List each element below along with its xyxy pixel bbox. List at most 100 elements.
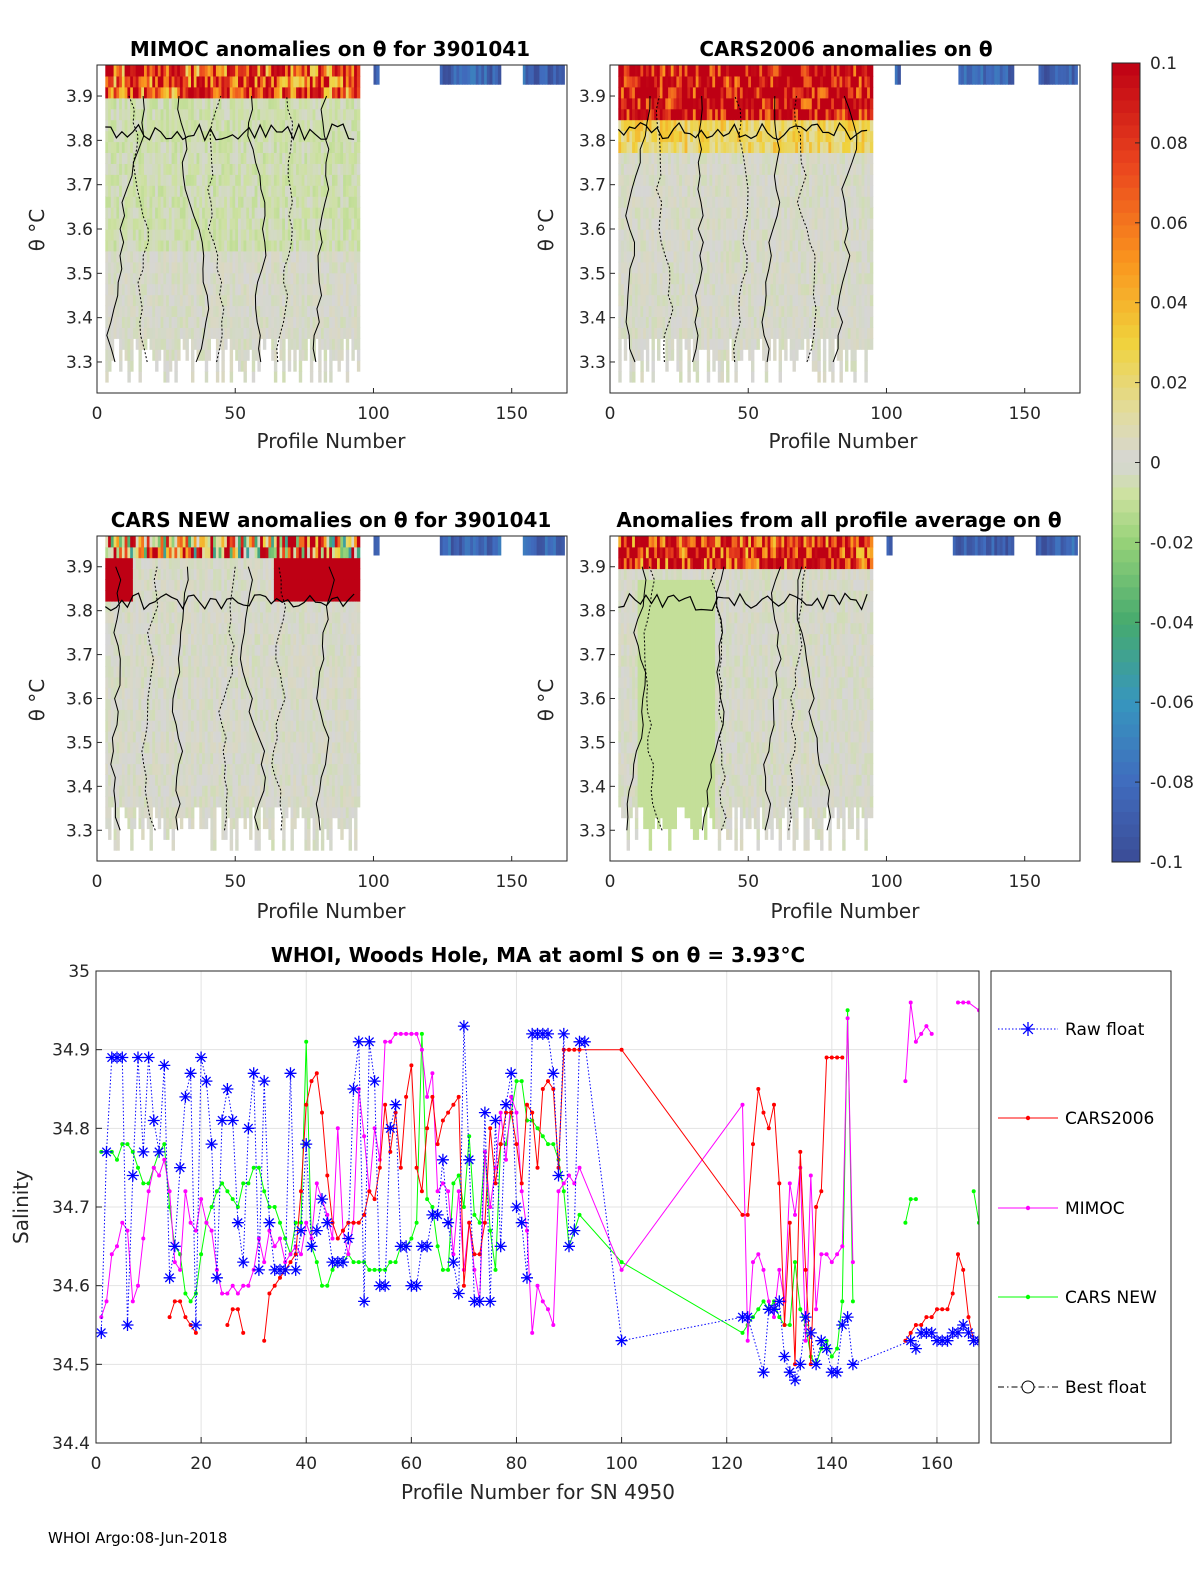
heatmap-cell [199, 185, 203, 197]
heatmap-cell [723, 239, 727, 252]
heatmap-cell [831, 218, 835, 230]
heatmap-cell [279, 294, 283, 307]
heatmap-cell [717, 97, 722, 110]
heatmap-cell [174, 207, 178, 219]
heatmap-cell [273, 86, 278, 99]
heatmap-cell [753, 65, 758, 77]
heatmap-cell [839, 152, 843, 164]
heatmap-cell [795, 185, 799, 197]
heatmap-cell [798, 207, 802, 219]
heatmap-cell [640, 229, 644, 241]
heatmap-cell [108, 294, 112, 307]
heatmap-cell [168, 360, 173, 372]
heatmap-cell [229, 272, 234, 285]
heatmap-cell [712, 196, 716, 208]
heatmap-cell [759, 229, 763, 241]
heatmap-cell [262, 185, 267, 197]
heatmap-cell [221, 196, 225, 208]
heatmap-cell [651, 272, 655, 285]
heatmap-cell [265, 196, 269, 208]
heatmap-cell [188, 207, 192, 219]
heatmap-cell [850, 349, 854, 361]
heatmap-cell [726, 196, 730, 208]
heatmap-cell [119, 316, 123, 328]
heatmap-cell [168, 108, 173, 121]
heatmap-cell [698, 163, 702, 175]
heatmap-cell [550, 65, 554, 85]
heatmap-cell [276, 294, 281, 307]
heatmap-cell [681, 261, 686, 274]
heatmap-cell [764, 75, 769, 88]
heatmap-cell [271, 108, 275, 121]
heatmap-cell [246, 185, 250, 197]
heatmap-cell [751, 196, 755, 208]
heatmap-cell [737, 65, 741, 77]
heatmap-cell [618, 360, 622, 372]
heatmap-cell [110, 152, 115, 164]
heatmap-cell [811, 152, 816, 164]
heatmap-cell [773, 349, 777, 361]
heatmap-cell [770, 163, 774, 175]
heatmap-cell [637, 174, 641, 186]
heatmap-cell [645, 229, 650, 241]
heatmap-cell [146, 130, 151, 143]
heatmap-cell [817, 185, 821, 197]
heatmap-cell [748, 294, 752, 307]
heatmap-cell [770, 65, 774, 77]
heatmap-cell [839, 108, 843, 121]
heatmap-cell [784, 152, 788, 164]
heatmap-cell [695, 108, 700, 121]
heatmap-cell [847, 239, 852, 252]
heatmap-cell [279, 218, 283, 230]
heatmap-cell [141, 75, 145, 88]
heatmap-cell [659, 261, 664, 274]
heatmap-cell [279, 239, 283, 252]
heatmap-cell [326, 218, 330, 230]
heatmap-cell [648, 316, 653, 328]
heatmap-cell [243, 294, 247, 307]
heatmap-cell [839, 174, 843, 186]
heatmap-cell [271, 185, 275, 197]
heatmap-cell [354, 86, 358, 99]
heatmap-cell [315, 327, 319, 339]
heatmap-cell [210, 97, 214, 110]
heatmap-cell [864, 316, 868, 328]
heatmap-cell [287, 338, 292, 350]
heatmap-cell [276, 283, 281, 296]
heatmap-cell [218, 239, 222, 252]
heatmap-cell [116, 75, 120, 88]
heatmap-cell [279, 86, 283, 99]
heatmap-cell [839, 338, 843, 350]
heatmap-cell [662, 185, 666, 197]
heatmap-cell [864, 207, 868, 219]
heatmap-cell [204, 86, 209, 99]
heatmap-cell [213, 283, 217, 296]
heatmap-cell [262, 174, 267, 186]
heatmap-cell [127, 316, 131, 328]
heatmap-cell [657, 218, 661, 230]
heatmap-cell [623, 349, 628, 361]
heatmap-cell [673, 97, 677, 110]
heatmap-cell [141, 141, 145, 153]
heatmap-cell [113, 174, 117, 186]
heatmap-cell [166, 185, 170, 197]
heatmap-cell [287, 272, 292, 285]
heatmap-cell [833, 207, 838, 219]
heatmap-cell [149, 283, 153, 296]
heatmap-cell [640, 65, 644, 77]
heatmap-cell [351, 207, 355, 219]
heatmap-cell [168, 327, 173, 339]
heatmap-cell [698, 261, 702, 274]
heatmap-cell [679, 261, 683, 274]
heatmap-cell [221, 97, 225, 110]
heatmap-cell [345, 108, 350, 121]
heatmap-cell [279, 261, 283, 274]
heatmap-cell [690, 305, 694, 317]
heatmap-cell [798, 65, 802, 77]
heatmap-cell [544, 65, 549, 85]
heatmap-cell [806, 174, 810, 186]
heatmap-cell [265, 108, 269, 121]
heatmap-cell [637, 185, 641, 197]
heatmap-cell [271, 316, 275, 328]
heatmap-cell [822, 65, 827, 77]
